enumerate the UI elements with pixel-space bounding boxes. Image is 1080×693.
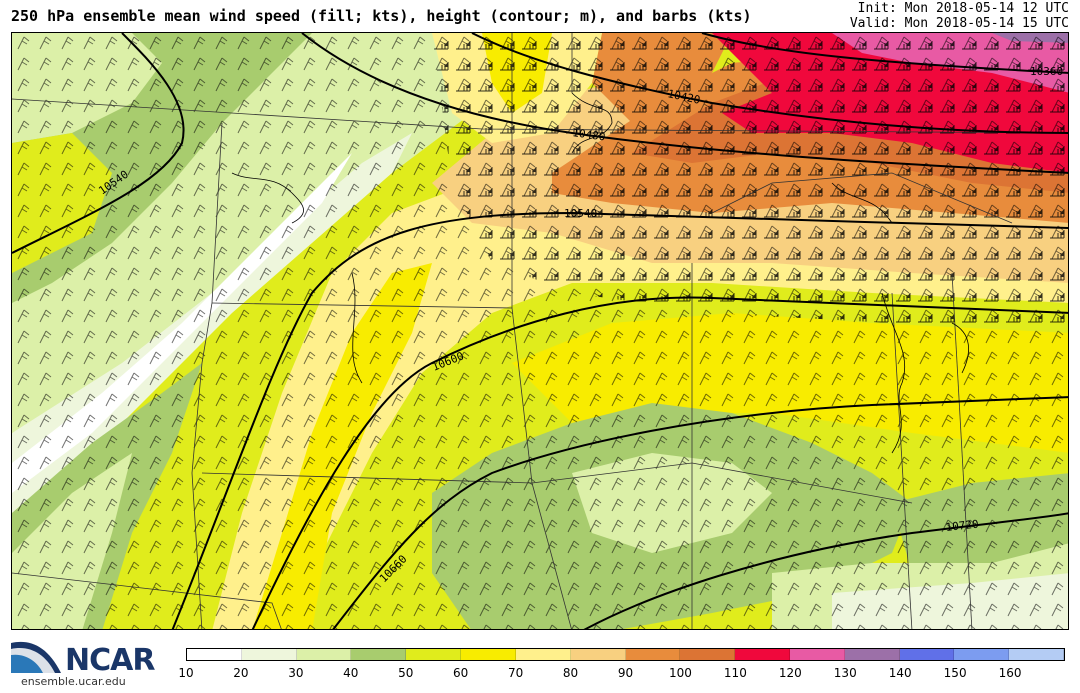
colorbar-swatch bbox=[899, 649, 955, 660]
colorbar-swatch bbox=[461, 649, 516, 660]
colorbar-swatch bbox=[241, 649, 297, 660]
valid-time: Valid: Mon 2018-05-14 15 UTC bbox=[849, 16, 1069, 31]
colorbar-tick-label: 60 bbox=[453, 666, 469, 680]
colorbar-swatch bbox=[515, 649, 571, 660]
colorbar-swatch bbox=[625, 649, 681, 660]
colorbar-tick-label: 20 bbox=[233, 666, 249, 680]
colorbar-swatch bbox=[187, 649, 242, 660]
colorbar-tick-label: 100 bbox=[668, 666, 692, 680]
init-time: Init: Mon 2018-05-14 12 UTC bbox=[857, 1, 1069, 16]
ncar-swoosh-icon bbox=[11, 641, 61, 673]
colorbar-tick-label: 70 bbox=[507, 666, 524, 680]
colorbar-swatch bbox=[296, 649, 352, 660]
colorbar-tick-label: 140 bbox=[888, 666, 912, 680]
colorbar-tick-label: 160 bbox=[998, 666, 1022, 680]
colorbar-tick-label: 110 bbox=[723, 666, 747, 680]
colorbar-tick-label: 40 bbox=[343, 666, 359, 680]
colorbar-tick-label: 30 bbox=[288, 666, 304, 680]
ncar-url: ensemble.ucar.edu bbox=[21, 675, 126, 688]
colorbar-tick-label: 50 bbox=[398, 666, 414, 680]
ncar-logo: NCAR ensemble.ucar.edu bbox=[11, 633, 161, 691]
colorbar-tick-label: 10 bbox=[178, 666, 194, 680]
colorbar-swatch bbox=[954, 649, 1010, 660]
colorbar-tick-label: 80 bbox=[562, 666, 579, 680]
colorbar-tick-label: 90 bbox=[617, 666, 634, 680]
colorbar-swatch bbox=[735, 649, 790, 660]
contour-label: 10720 bbox=[945, 518, 979, 534]
contour-label: 10540 bbox=[564, 207, 597, 220]
colorbar-swatch bbox=[351, 649, 407, 660]
colorbar-swatch bbox=[1009, 649, 1064, 660]
colorbar-tick-label: 130 bbox=[833, 666, 857, 680]
colorbar-swatch bbox=[844, 649, 900, 660]
contour-label: 10360 bbox=[1030, 65, 1063, 78]
wind-speed-map[interactable]: 10540 10360 10420 10480 10540 10600 1066… bbox=[11, 32, 1069, 630]
colorbar-swatch bbox=[680, 649, 736, 660]
colorbar bbox=[186, 648, 1065, 661]
colorbar-swatch bbox=[406, 649, 462, 660]
chart-title: 250 hPa ensemble mean wind speed (fill; … bbox=[11, 7, 752, 25]
colorbar-tick-label: 120 bbox=[778, 666, 802, 680]
colorbar-swatch bbox=[570, 649, 626, 660]
contour-label: 10480 bbox=[572, 126, 607, 143]
colorbar-swatch bbox=[789, 649, 845, 660]
colorbar-ticks: 10 20 30 40 50 60 70 80 90 100 110 120 130 140 150 160 bbox=[0, 666, 1080, 686]
ncar-wordmark: NCAR bbox=[65, 643, 155, 678]
colorbar-tick-label: 150 bbox=[943, 666, 967, 680]
